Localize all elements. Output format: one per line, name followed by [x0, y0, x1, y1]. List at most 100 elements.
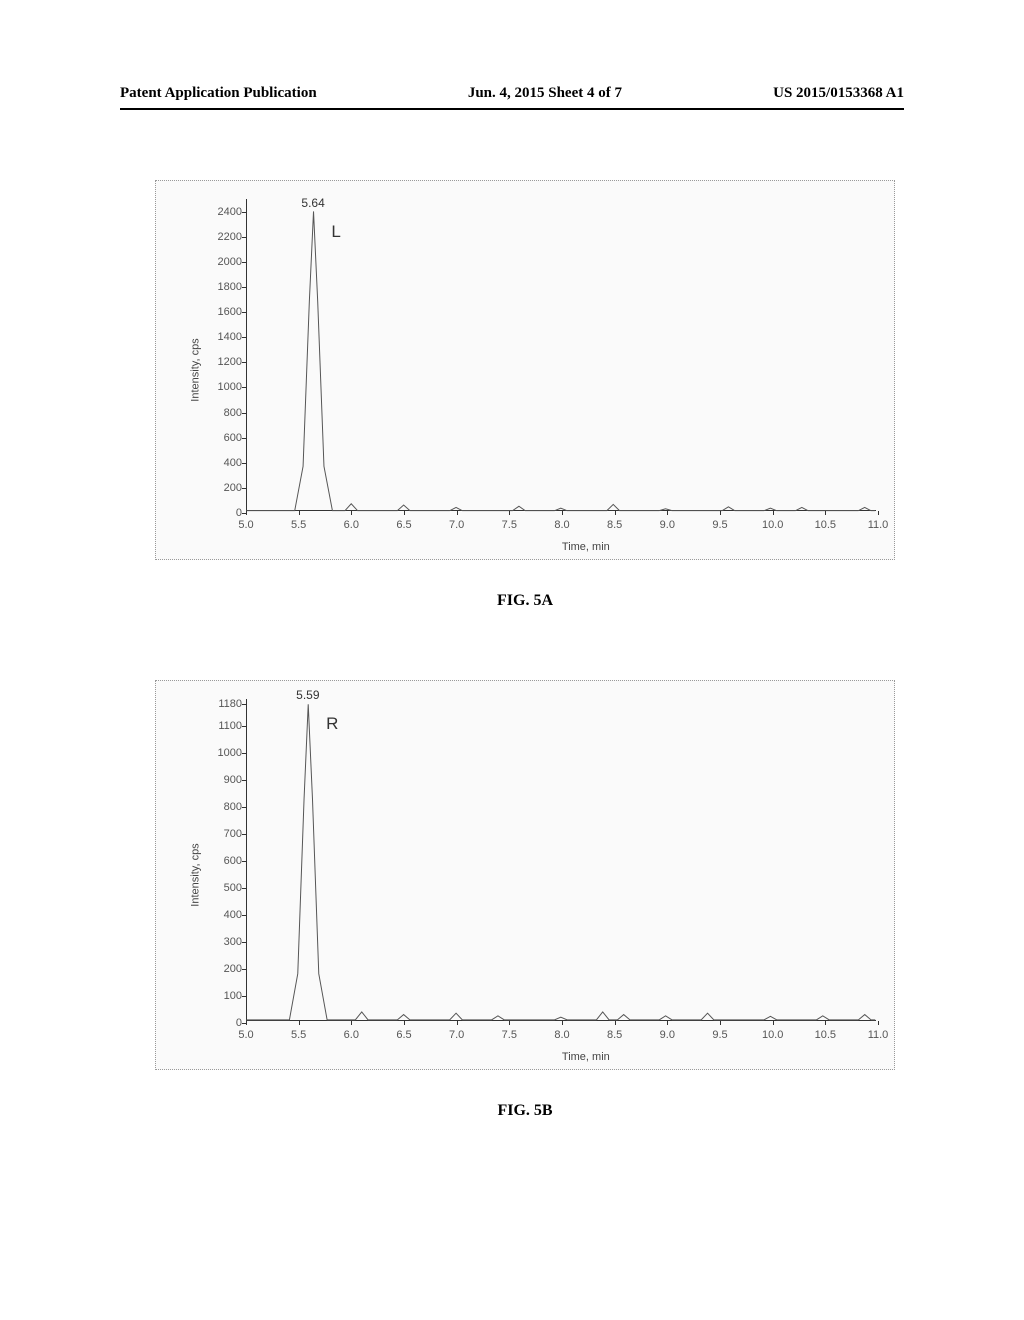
- x-tick-label: 5.0: [238, 1029, 253, 1041]
- y-tick-mark: [242, 969, 246, 970]
- y-tick-mark: [242, 915, 246, 916]
- x-tick-label: 8.0: [554, 519, 569, 531]
- y-tick-mark: [242, 463, 246, 464]
- series-label: L: [331, 222, 340, 242]
- x-tick-mark: [351, 511, 352, 515]
- x-tick-mark: [509, 1021, 510, 1025]
- y-tick-mark: [242, 780, 246, 781]
- x-tick-mark: [773, 511, 774, 515]
- x-tick-label: 8.0: [554, 1029, 569, 1041]
- y-tick-label: 1180: [196, 698, 242, 710]
- y-tick-label: 600: [196, 432, 242, 444]
- y-tick-mark: [242, 753, 246, 754]
- x-tick-mark: [615, 1021, 616, 1025]
- x-tick-label: 10.5: [815, 519, 836, 531]
- x-tick-mark: [509, 511, 510, 515]
- x-tick-label: 7.5: [502, 519, 517, 531]
- y-tick-mark: [242, 996, 246, 997]
- y-tick-mark: [242, 942, 246, 943]
- x-tick-mark: [878, 511, 879, 515]
- x-tick-label: 5.0: [238, 519, 253, 531]
- y-tick-label: 200: [196, 963, 242, 975]
- y-tick-label: 500: [196, 882, 242, 894]
- page-header: Patent Application Publication Jun. 4, 2…: [0, 85, 1024, 102]
- y-tick-label: 1200: [196, 356, 242, 368]
- x-tick-label: 5.5: [291, 519, 306, 531]
- y-tick-label: 400: [196, 909, 242, 921]
- peak-time-label: 5.64: [301, 196, 324, 210]
- header-right: US 2015/0153368 A1: [773, 85, 904, 102]
- y-tick-label: 2200: [196, 231, 242, 243]
- series-label: R: [326, 714, 338, 734]
- y-tick-mark: [242, 861, 246, 862]
- y-tick-mark: [242, 312, 246, 313]
- x-tick-label: 7.0: [449, 1029, 464, 1041]
- x-tick-mark: [773, 1021, 774, 1025]
- x-tick-mark: [351, 1021, 352, 1025]
- y-tick-label: 600: [196, 855, 242, 867]
- y-tick-mark: [242, 387, 246, 388]
- chart-a-svg: [156, 181, 894, 559]
- y-tick-label: 1600: [196, 306, 242, 318]
- figure-5a-wrapper: Intensity, cps Time, min 020040060080010…: [155, 180, 895, 610]
- x-tick-mark: [299, 1021, 300, 1025]
- x-tick-label: 8.5: [607, 1029, 622, 1041]
- y-tick-label: 1000: [196, 747, 242, 759]
- x-tick-mark: [720, 1021, 721, 1025]
- y-tick-label: 2400: [196, 206, 242, 218]
- x-tick-label: 6.5: [396, 519, 411, 531]
- y-tick-label: 300: [196, 936, 242, 948]
- x-tick-mark: [825, 1021, 826, 1025]
- x-tick-label: 11.0: [868, 1029, 889, 1041]
- x-tick-label: 11.0: [868, 519, 889, 531]
- x-tick-mark: [615, 511, 616, 515]
- x-tick-label: 6.0: [344, 1029, 359, 1041]
- y-tick-mark: [242, 337, 246, 338]
- y-tick-mark: [242, 438, 246, 439]
- x-tick-mark: [457, 511, 458, 515]
- y-tick-mark: [242, 704, 246, 705]
- x-tick-label: 8.5: [607, 519, 622, 531]
- header-center: Jun. 4, 2015 Sheet 4 of 7: [468, 85, 622, 102]
- x-tick-label: 10.0: [762, 1029, 783, 1041]
- chromatogram-trace: [246, 704, 875, 1020]
- x-tick-mark: [299, 511, 300, 515]
- y-tick-label: 100: [196, 990, 242, 1002]
- y-tick-label: 0: [196, 507, 242, 519]
- x-tick-label: 7.0: [449, 519, 464, 531]
- x-tick-label: 6.0: [344, 519, 359, 531]
- x-tick-label: 10.0: [762, 519, 783, 531]
- chart-b-svg: [156, 681, 894, 1069]
- y-tick-label: 200: [196, 482, 242, 494]
- header-left: Patent Application Publication: [120, 85, 317, 102]
- y-tick-mark: [242, 212, 246, 213]
- figure-5b-plot: Intensity, cps Time, min 010020030040050…: [155, 680, 895, 1070]
- x-tick-mark: [825, 511, 826, 515]
- x-tick-label: 9.0: [660, 519, 675, 531]
- x-tick-mark: [562, 511, 563, 515]
- figure-5a-caption: FIG. 5A: [155, 592, 895, 610]
- y-tick-label: 1400: [196, 331, 242, 343]
- y-tick-label: 400: [196, 457, 242, 469]
- y-tick-label: 800: [196, 407, 242, 419]
- x-tick-mark: [246, 511, 247, 515]
- y-tick-label: 1800: [196, 281, 242, 293]
- y-tick-mark: [242, 362, 246, 363]
- y-tick-mark: [242, 807, 246, 808]
- x-tick-label: 9.5: [712, 1029, 727, 1041]
- y-tick-label: 800: [196, 801, 242, 813]
- x-tick-mark: [404, 511, 405, 515]
- x-tick-mark: [457, 1021, 458, 1025]
- x-tick-mark: [404, 1021, 405, 1025]
- peak-time-label: 5.59: [296, 688, 319, 702]
- y-tick-mark: [242, 834, 246, 835]
- y-tick-mark: [242, 413, 246, 414]
- figure-5b-wrapper: Intensity, cps Time, min 010020030040050…: [155, 680, 895, 1120]
- x-tick-label: 7.5: [502, 1029, 517, 1041]
- y-tick-mark: [242, 287, 246, 288]
- y-tick-label: 2000: [196, 256, 242, 268]
- x-tick-label: 10.5: [815, 1029, 836, 1041]
- y-tick-label: 700: [196, 828, 242, 840]
- x-tick-mark: [246, 1021, 247, 1025]
- x-tick-mark: [667, 1021, 668, 1025]
